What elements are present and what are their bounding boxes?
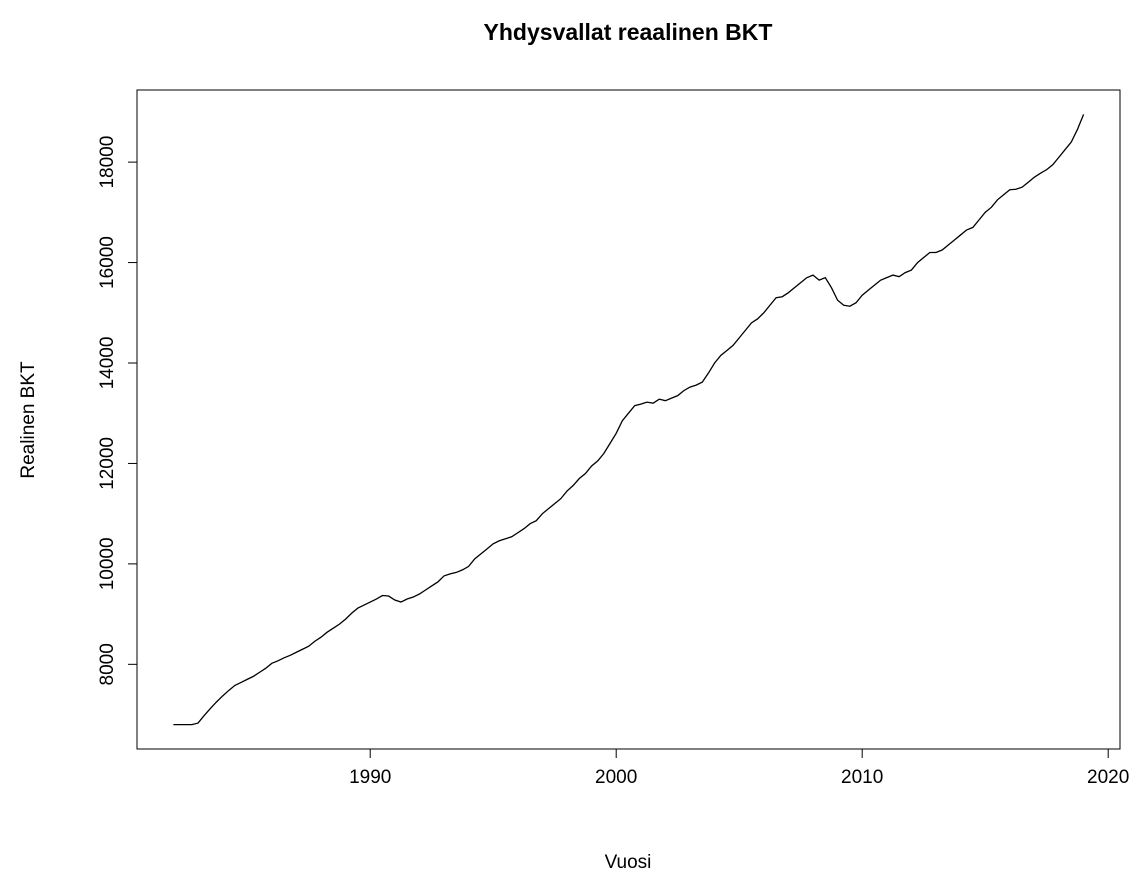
plot-box (136, 89, 1121, 750)
y-tick-label: 14000 (97, 337, 118, 390)
x-tick-label: 1990 (349, 767, 391, 788)
y-tick-label: 12000 (97, 437, 118, 490)
y-axis-label: Realinen BKT (18, 361, 39, 479)
y-tick-label: 16000 (97, 236, 118, 289)
y-tick-label: 18000 (97, 136, 118, 189)
x-tick-label: 2020 (1087, 767, 1129, 788)
chart-title: Yhdysvallat reaalinen BKT (484, 19, 773, 45)
y-tick-label: 10000 (97, 537, 118, 590)
data-line (173, 114, 1085, 726)
x-tick-label: 2000 (595, 767, 637, 788)
y-tick-label: 8000 (97, 643, 118, 685)
x-axis-label: Vuosi (605, 852, 652, 873)
x-tick-label: 2010 (841, 767, 883, 788)
